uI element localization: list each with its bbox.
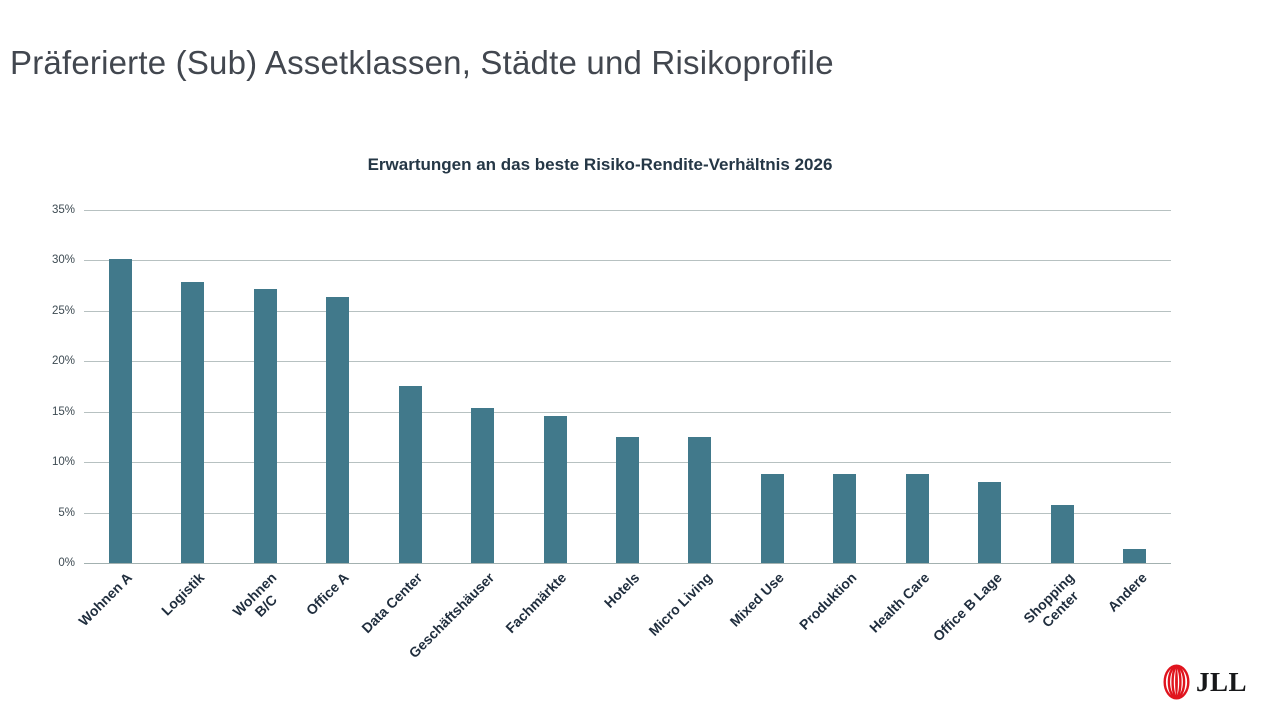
- bar-andere: [1123, 548, 1147, 563]
- bar-office-b-lage: [978, 482, 1002, 563]
- bar-slot: [809, 210, 881, 563]
- bar-series: [84, 210, 1171, 563]
- bar-slot: [374, 210, 446, 563]
- gridline: [84, 210, 1171, 211]
- y-axis-tick-label: 15%: [51, 405, 75, 418]
- bar-slot: [954, 210, 1026, 563]
- x-axis-label: Office B Lage: [929, 569, 1005, 645]
- plot-area: [84, 210, 1171, 564]
- bar-mixed-use: [760, 474, 784, 563]
- bar-data-center: [398, 385, 422, 563]
- x-axis: Wohnen A Logistik Wohnen B/C Office A Data C…: [75, 569, 1171, 680]
- bar-slot: [1026, 210, 1098, 563]
- gridline: [84, 361, 1171, 363]
- bar-slot: [519, 210, 591, 563]
- x-axis-label: Shopping Center: [1019, 569, 1081, 631]
- jll-logo-mark-icon: [1163, 664, 1190, 700]
- bar-slot: [156, 210, 228, 563]
- x-axis-label: Produktion: [795, 569, 860, 633]
- bar-slot: [591, 210, 663, 563]
- x-axis-label: Wohnen B/C: [229, 569, 280, 620]
- page-title: Präferierte (Sub) Assetklassen, Städte u…: [10, 44, 834, 81]
- x-axis-label: Andere: [1103, 569, 1150, 615]
- y-axis-tick-label: 35%: [51, 204, 75, 216]
- x-axis-label: Fachmärkte: [502, 569, 570, 637]
- y-axis-tick-label: 0%: [58, 557, 75, 569]
- bar-slot: [229, 210, 301, 563]
- bar-logistik: [181, 281, 205, 563]
- gridline: [84, 260, 1171, 262]
- gridline: [84, 310, 1171, 312]
- gridline: [84, 411, 1171, 413]
- bar-health-care: [905, 474, 929, 563]
- x-axis-label: Logistik: [158, 569, 208, 619]
- bar-slot: [1099, 210, 1171, 563]
- gridline: [84, 563, 1171, 564]
- y-axis-tick-label: 10%: [51, 456, 75, 469]
- bar-gesch-ftsh-user: [471, 407, 495, 563]
- chart-title: Erwartungen an das beste Risiko-Rendite-…: [367, 155, 833, 174]
- bar-wohnen-a: [108, 259, 132, 563]
- bar-office-a: [326, 296, 350, 563]
- y-axis-tick-label: 5%: [58, 506, 75, 519]
- jll-logo-text: JLL: [1195, 666, 1247, 697]
- bar-produktion: [833, 474, 857, 563]
- bar-slot: [881, 210, 953, 563]
- bar-shopping-center: [1050, 504, 1074, 563]
- y-axis-tick-label: 25%: [51, 304, 75, 317]
- x-axis-label: Micro Living: [644, 569, 715, 639]
- x-axis-label: Data Center: [357, 569, 425, 637]
- x-axis-label: Health Care: [865, 569, 932, 636]
- bar-slot: [446, 210, 518, 563]
- x-axis-label: Mixed Use: [726, 569, 788, 630]
- bar-wohnen-b-c: [253, 288, 277, 563]
- bar-slot: [84, 210, 156, 563]
- bar-hotels: [616, 436, 640, 563]
- jll-logo: JLL: [1163, 664, 1247, 700]
- bar-slot: [664, 210, 736, 563]
- bar-fachm-rkte: [543, 415, 567, 563]
- x-axis-label: Office A: [303, 569, 353, 619]
- bar-slot: [301, 210, 373, 563]
- y-axis-tick-label: 30%: [51, 254, 75, 267]
- x-axis-label: Wohnen A: [75, 569, 135, 629]
- y-axis: 0% 5% 10% 15% 20% 25% 30% 35%: [0, 204, 75, 569]
- bar-slot: [736, 210, 808, 563]
- x-axis-label: Hotels: [600, 569, 643, 611]
- y-axis-tick-label: 20%: [51, 355, 75, 368]
- bar-micro-living: [688, 436, 712, 563]
